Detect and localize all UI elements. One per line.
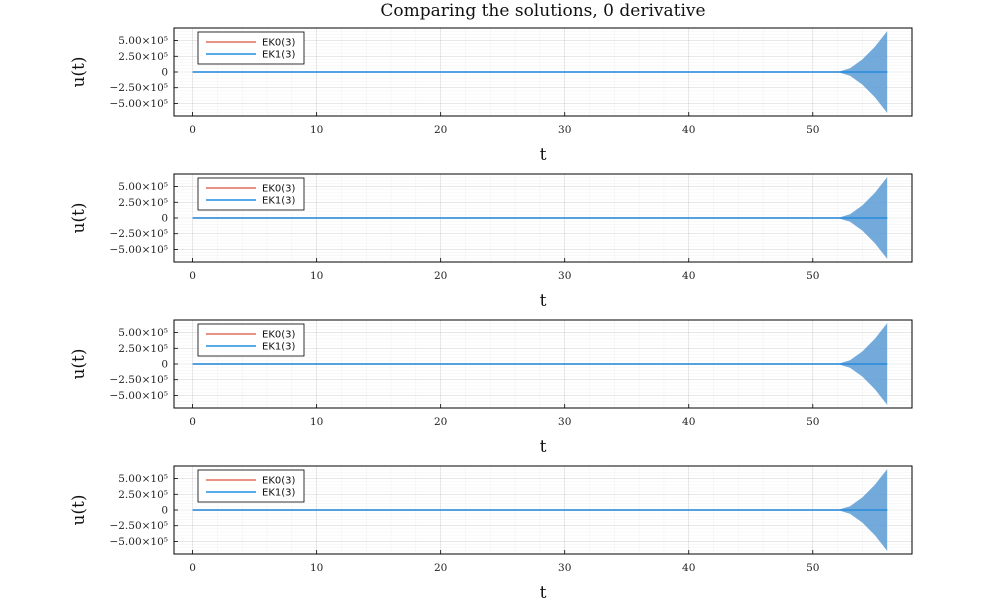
legend-label: EK0(3) bbox=[262, 330, 296, 341]
legend-box bbox=[197, 469, 305, 503]
legend: EK0(3)EK1(3) bbox=[197, 177, 305, 211]
x-tick-label: 20 bbox=[434, 562, 447, 574]
x-tick-label: 40 bbox=[682, 562, 695, 574]
y-tick-label: −2.50×10⁵ bbox=[109, 228, 168, 240]
legend: EK0(3)EK1(3) bbox=[197, 323, 305, 357]
x-tick-label: 0 bbox=[189, 416, 196, 428]
legend-label: EK0(3) bbox=[262, 184, 296, 195]
x-tick-label: 20 bbox=[434, 416, 447, 428]
y-axis-label: u(t) bbox=[69, 348, 89, 379]
subplot-3: 0 10 20 30 40 50 5.00×10⁵ 2.50×10⁵ 0 −2.50×10⁵ −5.… bbox=[69, 319, 913, 457]
x-tick-label: 50 bbox=[806, 124, 819, 136]
plot-frame bbox=[173, 27, 913, 117]
subplot-2: 0 10 20 30 40 50 5.00×10⁵ 2.50×10⁵ 0 −2.50×10⁵ −5.… bbox=[69, 173, 913, 311]
x-tick-label: 50 bbox=[806, 416, 819, 428]
y-tick-label: 5.00×10⁵ bbox=[118, 181, 168, 193]
legend-label: EK0(3) bbox=[262, 38, 296, 49]
plot-frame bbox=[173, 465, 913, 555]
y-tick-label: −5.00×10⁵ bbox=[109, 390, 168, 402]
y-tick-label: 5.00×10⁵ bbox=[118, 473, 168, 485]
y-tick-label: −5.00×10⁵ bbox=[109, 244, 168, 256]
legend-label: EK1(3) bbox=[262, 196, 296, 207]
y-tick-label: 2.50×10⁵ bbox=[118, 197, 168, 209]
x-tick-label: 40 bbox=[682, 270, 695, 282]
y-tick-label: 0 bbox=[161, 213, 168, 225]
x-tick-label: 10 bbox=[310, 124, 323, 136]
x-tick-label: 0 bbox=[189, 270, 196, 282]
chart-title: Comparing the solutions, 0 derivative bbox=[380, 1, 705, 21]
x-axis-label: t bbox=[540, 291, 547, 311]
legend-box bbox=[197, 323, 305, 357]
y-tick-label: 2.50×10⁵ bbox=[118, 51, 168, 63]
x-tick-label: 40 bbox=[682, 124, 695, 136]
x-tick-label: 40 bbox=[682, 416, 695, 428]
legend: EK0(3)EK1(3) bbox=[197, 469, 305, 503]
y-tick-label: −5.00×10⁵ bbox=[109, 536, 168, 548]
y-tick-label: −2.50×10⁵ bbox=[109, 520, 168, 532]
y-tick-label: −2.50×10⁵ bbox=[109, 374, 168, 386]
legend-box bbox=[197, 31, 305, 65]
y-tick-label: 0 bbox=[161, 359, 168, 371]
x-axis-label: t bbox=[540, 583, 547, 600]
x-tick-label: 20 bbox=[434, 270, 447, 282]
y-tick-label: 5.00×10⁵ bbox=[118, 327, 168, 339]
subplot-4: 0 10 20 30 40 50 5.00×10⁵ 2.50×10⁵ 0 −2.50×10⁵ −5.… bbox=[69, 465, 913, 600]
x-tick-label: 30 bbox=[558, 416, 571, 428]
legend-box bbox=[197, 177, 305, 211]
y-axis-label: u(t) bbox=[69, 56, 89, 87]
legend-label: EK1(3) bbox=[262, 50, 296, 61]
legend: EK0(3)EK1(3) bbox=[197, 31, 305, 65]
x-tick-label: 50 bbox=[806, 562, 819, 574]
subplot-1: 0 10 20 30 40 50 5.00×10⁵ 2.50×10⁵ 0 −2.50×10⁵ −5.… bbox=[69, 27, 913, 165]
x-axis-label: t bbox=[540, 145, 547, 165]
y-axis-label: u(t) bbox=[69, 202, 89, 233]
legend-label: EK1(3) bbox=[262, 342, 296, 353]
x-tick-label: 0 bbox=[189, 562, 196, 574]
plot-frame bbox=[173, 173, 913, 263]
legend-label: EK1(3) bbox=[262, 488, 296, 499]
y-tick-label: 2.50×10⁵ bbox=[118, 489, 168, 501]
y-axis-label: u(t) bbox=[69, 494, 89, 525]
x-tick-label: 10 bbox=[310, 562, 323, 574]
plot-frame bbox=[173, 319, 913, 409]
legend-label: EK0(3) bbox=[262, 476, 296, 487]
x-tick-label: 10 bbox=[310, 270, 323, 282]
x-tick-label: 30 bbox=[558, 562, 571, 574]
x-tick-label: 50 bbox=[806, 270, 819, 282]
y-tick-label: 2.50×10⁵ bbox=[118, 343, 168, 355]
x-tick-label: 10 bbox=[310, 416, 323, 428]
y-tick-label: −5.00×10⁵ bbox=[109, 98, 168, 110]
x-tick-label: 30 bbox=[558, 270, 571, 282]
y-tick-label: 5.00×10⁵ bbox=[118, 35, 168, 47]
y-tick-label: 0 bbox=[161, 505, 168, 517]
x-tick-label: 30 bbox=[558, 124, 571, 136]
y-tick-label: −2.50×10⁵ bbox=[109, 82, 168, 94]
x-tick-label: 20 bbox=[434, 124, 447, 136]
x-tick-label: 0 bbox=[189, 124, 196, 136]
x-axis-label: t bbox=[540, 437, 547, 457]
y-tick-label: 0 bbox=[161, 67, 168, 79]
